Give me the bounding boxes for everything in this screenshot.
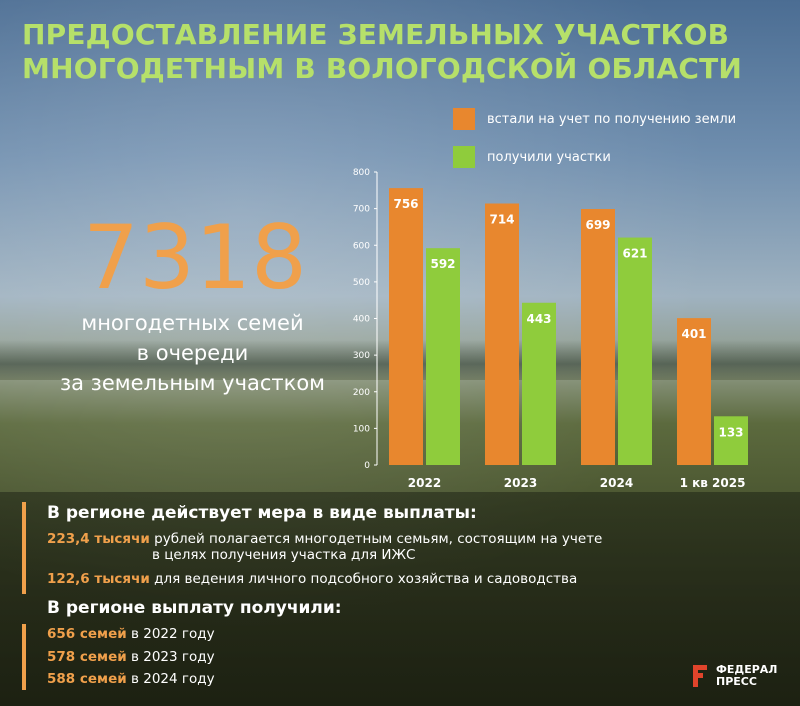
recipients-text-2024: в 2024 году (126, 671, 215, 687)
logo-line-2: ПРЕСС (716, 675, 757, 688)
bottom-shade (0, 492, 800, 706)
legend-label-registered: встали на учет по получению земли (487, 111, 737, 127)
bar-chart: 0 100 200 300 400 500 600 700 800 756 592 2022 714 44… (353, 168, 748, 490)
queue-caption-line-2: в очереди (136, 341, 249, 365)
bar (389, 188, 423, 466)
legend-label-received: получили участки (487, 149, 611, 165)
accent-line-2 (22, 624, 26, 690)
title-line-1: ПРЕДОСТАВЛЕНИЕ ЗЕМЕЛЬНЫХ УЧАСТКОВ (22, 18, 730, 51)
bar (426, 248, 460, 465)
recipients-row-2022: 656 семей в 2022 году (47, 626, 215, 642)
y-tick-label: 300 (353, 351, 370, 361)
measure-heading: В регионе действует мера в виде выплаты: (47, 503, 477, 523)
bar-value-label: 133 (718, 425, 743, 439)
y-tick-label: 500 (353, 278, 370, 288)
queue-caption-line-3: за земельным участком (59, 371, 326, 395)
measure-amount-2: 122,6 тысячи (47, 571, 150, 587)
x-tick-label: 2024 (600, 476, 633, 490)
recipients-text-2022: в 2022 году (126, 626, 215, 642)
recipients-count-2022: 656 семей (47, 626, 127, 642)
bar-value-label: 699 (585, 218, 610, 232)
measure-text-1: рублей полагается многодетным семьям, со… (149, 531, 603, 547)
queue-caption: многодетных семей в очереди за земельным… (30, 308, 355, 398)
measure-row-1: 223,4 тысячи рублей полагается многодетн… (47, 531, 602, 563)
recipients-count-2023: 578 семей (47, 649, 127, 665)
bar-value-label: 443 (526, 312, 551, 326)
x-tick-label: 1 кв 2025 (680, 476, 746, 490)
y-tick-label: 200 (353, 388, 370, 398)
x-tick-label: 2023 (504, 476, 537, 490)
queue-count: 7318 (83, 206, 307, 309)
measure-text-1-cont: в целях получения участка для ИЖС (152, 547, 416, 563)
bar (485, 203, 519, 465)
bar-value-label: 401 (681, 327, 706, 341)
x-tick-label: 2022 (408, 476, 441, 490)
bar (618, 237, 652, 465)
legend-item-registered: встали на учет по получению земли (453, 108, 736, 130)
recipients-row-2024: 588 семей в 2024 году (47, 671, 215, 687)
logo-line-1: ФЕДЕРАЛ (716, 663, 778, 676)
page-title: ПРЕДОСТАВЛЕНИЕ ЗЕМЕЛЬНЫХ УЧАСТКОВ МНОГОД… (22, 18, 782, 86)
bar-value-label: 714 (489, 212, 514, 226)
title-line-2: МНОГОДЕТНЫМ В ВОЛОГОДСКОЙ ОБЛАСТИ (22, 52, 743, 85)
bar (677, 318, 711, 465)
y-tick-label: 700 (353, 205, 370, 215)
recipients-text-2023: в 2023 году (126, 649, 215, 665)
y-tick-label: 600 (353, 241, 370, 251)
y-tick-label: 100 (353, 424, 370, 434)
legend-item-received: получили участки (453, 146, 611, 168)
accent-line-1 (22, 502, 26, 594)
logo-text: ФЕДЕРАЛ ПРЕСС (716, 664, 777, 688)
measure-text-2: для ведения личного подсобного хозяйства… (149, 571, 578, 587)
measure-amount-1: 223,4 тысячи (47, 531, 150, 547)
bar-value-label: 592 (430, 257, 455, 271)
federal-press-logo-icon (693, 665, 711, 687)
federal-press-logo: ФЕДЕРАЛ ПРЕСС (693, 664, 777, 688)
bar (522, 302, 556, 465)
bar-value-label: 756 (393, 197, 418, 211)
measure-row-2: 122,6 тысячи для ведения личного подсобн… (47, 571, 577, 587)
bar-value-label: 621 (622, 247, 647, 261)
legend-swatch-green (453, 146, 475, 168)
recipients-count-2024: 588 семей (47, 671, 127, 687)
bar (714, 416, 748, 465)
bar (581, 208, 615, 465)
queue-caption-line-1: многодетных семей (81, 311, 304, 335)
y-tick-label: 400 (353, 315, 370, 325)
recipients-heading: В регионе выплату получили: (47, 598, 342, 618)
y-tick-label: 0 (364, 461, 370, 471)
y-tick-label: 800 (353, 168, 370, 178)
recipients-row-2023: 578 семей в 2023 году (47, 649, 215, 665)
legend-swatch-orange (453, 108, 475, 130)
